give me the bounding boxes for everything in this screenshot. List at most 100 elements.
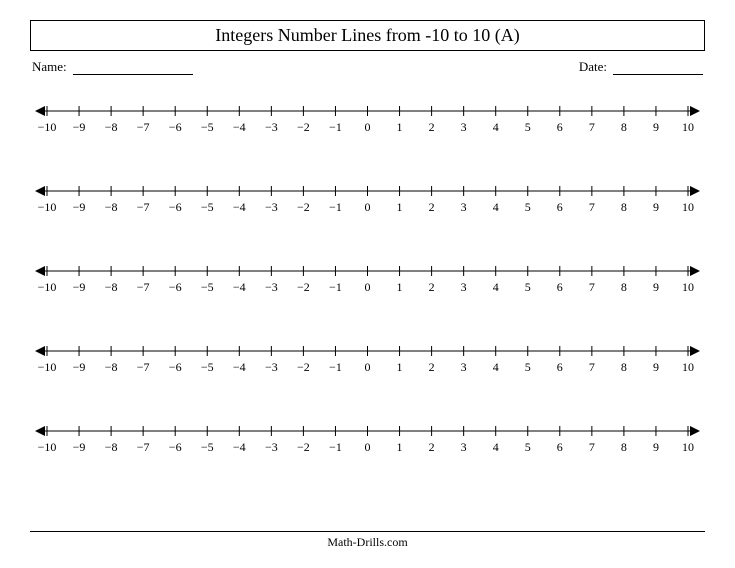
tick-label: −10 (38, 120, 57, 134)
tick-label: 9 (653, 440, 659, 454)
tick-label: −6 (169, 120, 182, 134)
tick-label: 9 (653, 360, 659, 374)
tick-label: 3 (461, 440, 467, 454)
tick-label: 8 (621, 360, 627, 374)
tick-label: 10 (682, 120, 694, 134)
arrow-right-icon (690, 346, 700, 356)
tick-label: −8 (105, 280, 118, 294)
tick-label: −10 (38, 280, 57, 294)
tick-label: 7 (589, 280, 595, 294)
tick-label: 4 (493, 440, 499, 454)
tick-label: 4 (493, 280, 499, 294)
tick-label: 8 (621, 120, 627, 134)
header-row: Name: Date: (30, 59, 705, 75)
tick-label: −9 (73, 440, 86, 454)
tick-label: 4 (493, 200, 499, 214)
tick-label: −6 (169, 440, 182, 454)
arrow-left-icon (35, 426, 45, 436)
tick-label: −2 (297, 200, 310, 214)
tick-label: −3 (265, 200, 278, 214)
arrow-right-icon (690, 266, 700, 276)
tick-label: 2 (429, 200, 435, 214)
tick-label: −1 (329, 200, 342, 214)
date-label: Date: (579, 59, 607, 75)
tick-label: 10 (682, 200, 694, 214)
tick-label: 3 (461, 280, 467, 294)
tick-label: −5 (201, 200, 214, 214)
tick-label: −8 (105, 120, 118, 134)
tick-label: −7 (137, 200, 150, 214)
tick-label: −6 (169, 200, 182, 214)
name-blank (73, 61, 193, 75)
tick-label: −4 (233, 280, 246, 294)
tick-label: −2 (297, 280, 310, 294)
tick-label: −5 (201, 360, 214, 374)
tick-label: −9 (73, 360, 86, 374)
tick-label: 6 (557, 120, 563, 134)
tick-label: 5 (525, 120, 531, 134)
tick-label: 5 (525, 440, 531, 454)
tick-label: 0 (365, 280, 371, 294)
footer: Math-Drills.com (30, 531, 705, 550)
tick-label: −4 (233, 440, 246, 454)
tick-label: −1 (329, 120, 342, 134)
tick-label: 7 (589, 120, 595, 134)
tick-label: −10 (38, 440, 57, 454)
tick-label: 6 (557, 280, 563, 294)
tick-label: 1 (397, 120, 403, 134)
arrow-right-icon (690, 106, 700, 116)
tick-label: −10 (38, 360, 57, 374)
tick-label: 3 (461, 200, 467, 214)
worksheet-title: Integers Number Lines from -10 to 10 (A) (30, 20, 705, 51)
tick-label: −4 (233, 200, 246, 214)
tick-label: 3 (461, 360, 467, 374)
tick-label: 5 (525, 360, 531, 374)
tick-label: −5 (201, 280, 214, 294)
tick-label: 1 (397, 440, 403, 454)
arrow-left-icon (35, 106, 45, 116)
tick-label: −10 (38, 200, 57, 214)
tick-label: −1 (329, 280, 342, 294)
number-lines-area: −10−9−8−7−6−5−4−3−2−1012345678910−10−9−8… (30, 105, 705, 457)
tick-label: −9 (73, 200, 86, 214)
tick-label: 9 (653, 280, 659, 294)
tick-label: −2 (297, 440, 310, 454)
tick-label: 0 (365, 360, 371, 374)
number-line: −10−9−8−7−6−5−4−3−2−1012345678910 (34, 265, 701, 297)
number-line: −10−9−8−7−6−5−4−3−2−1012345678910 (34, 345, 701, 377)
tick-label: 4 (493, 120, 499, 134)
tick-label: −6 (169, 360, 182, 374)
tick-label: 7 (589, 440, 595, 454)
tick-label: −4 (233, 120, 246, 134)
tick-label: 0 (365, 200, 371, 214)
tick-label: 1 (397, 280, 403, 294)
tick-label: −7 (137, 360, 150, 374)
name-field: Name: (32, 59, 193, 75)
tick-label: −1 (329, 360, 342, 374)
tick-label: 10 (682, 440, 694, 454)
tick-label: −7 (137, 440, 150, 454)
tick-label: 6 (557, 440, 563, 454)
tick-label: −5 (201, 440, 214, 454)
tick-label: −3 (265, 280, 278, 294)
arrow-left-icon (35, 346, 45, 356)
tick-label: −8 (105, 440, 118, 454)
tick-label: 2 (429, 120, 435, 134)
date-field: Date: (579, 59, 703, 75)
tick-label: 6 (557, 360, 563, 374)
tick-label: 6 (557, 200, 563, 214)
tick-label: 8 (621, 440, 627, 454)
tick-label: 9 (653, 200, 659, 214)
tick-label: −7 (137, 120, 150, 134)
tick-label: 8 (621, 280, 627, 294)
number-line: −10−9−8−7−6−5−4−3−2−1012345678910 (34, 425, 701, 457)
arrow-left-icon (35, 186, 45, 196)
tick-label: 7 (589, 360, 595, 374)
tick-label: −2 (297, 120, 310, 134)
tick-label: 5 (525, 200, 531, 214)
tick-label: −9 (73, 280, 86, 294)
number-line: −10−9−8−7−6−5−4−3−2−1012345678910 (34, 185, 701, 217)
tick-label: 0 (365, 120, 371, 134)
tick-label: 2 (429, 440, 435, 454)
tick-label: −7 (137, 280, 150, 294)
